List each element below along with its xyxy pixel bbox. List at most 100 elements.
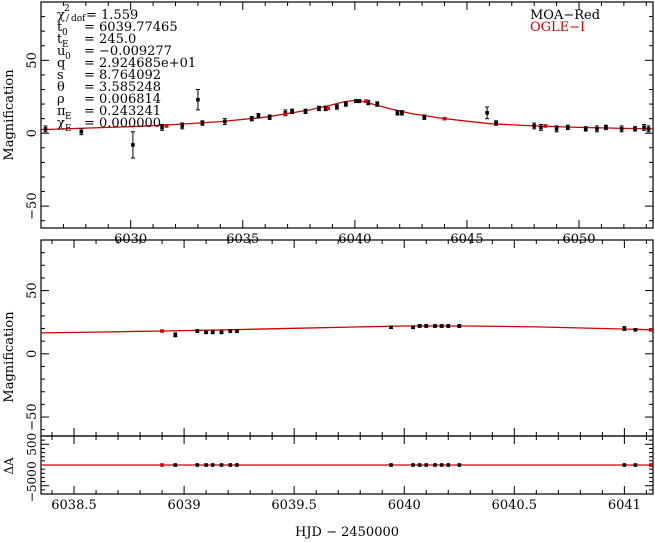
x-tick-label: 6040.5 — [492, 498, 538, 513]
param-u0: u 0 = −0.009277 — [57, 44, 172, 62]
marker — [375, 102, 380, 106]
moa-point — [411, 325, 416, 330]
moa-point — [646, 125, 651, 133]
marker — [228, 329, 233, 333]
moa-point — [439, 324, 444, 328]
moa-point — [228, 329, 233, 333]
param-theta-value: = 3.585248 — [84, 80, 161, 95]
moa-point — [619, 125, 624, 133]
moa-point — [594, 125, 599, 133]
param-rho: ρ = 0.006814 — [57, 92, 161, 107]
moa-point — [433, 324, 438, 328]
moa-point — [417, 324, 422, 328]
moa-point — [249, 115, 254, 122]
marker — [543, 124, 548, 128]
marker — [633, 463, 638, 467]
moa-point — [316, 105, 321, 112]
param-chi2-value: = 1.559 — [86, 8, 138, 23]
ogle-point — [164, 124, 169, 128]
moa-point — [343, 101, 348, 107]
marker — [485, 111, 489, 115]
svg-text:u: u — [57, 44, 65, 59]
marker — [422, 115, 427, 119]
marker — [335, 105, 339, 109]
moa-point — [411, 463, 415, 467]
moa-point — [195, 329, 200, 333]
marker — [195, 329, 200, 333]
top-panel-ylabel: Magnification — [2, 69, 17, 161]
residual-panel-ticks — [41, 435, 653, 495]
zoom-panel-points — [160, 324, 653, 338]
moa-point — [195, 463, 200, 467]
moa-point — [375, 101, 380, 107]
marker — [417, 324, 422, 328]
svg-text:χ: χ — [57, 116, 65, 131]
marker — [131, 143, 135, 147]
svg-text:0: 0 — [62, 28, 68, 38]
marker — [433, 324, 437, 328]
marker — [442, 116, 447, 121]
residual-panel-points — [160, 463, 653, 467]
moa-point — [173, 332, 178, 338]
svg-text:0: 0 — [65, 52, 71, 62]
svg-text:s: s — [57, 68, 64, 83]
marker — [235, 463, 239, 467]
fit-parameters: χ 2 / dof = 1.559 t 0 = 6039.77465 t E =… — [57, 4, 196, 134]
marker — [196, 97, 200, 102]
legend: MOA−Red OGLE−I — [530, 8, 600, 35]
svg-text:E: E — [65, 124, 72, 134]
moa-point — [323, 105, 328, 112]
param-piE-value: = 0.243241 — [84, 104, 161, 119]
moa-point — [180, 122, 185, 130]
x-tick-label: 6039 — [168, 498, 201, 513]
marker — [604, 125, 608, 130]
y-tick-label: −50 — [25, 403, 40, 430]
marker — [219, 463, 224, 467]
y-tick-label: 50 — [25, 282, 40, 299]
marker — [411, 463, 415, 467]
top-panel-ytick-labels: −50 0 50 — [25, 52, 40, 220]
svg-text:θ: θ — [57, 80, 65, 95]
zoom-panel-ytick-labels: −50 0 50 — [25, 282, 40, 430]
marker — [160, 329, 164, 333]
x-tick-label: 6041 — [608, 498, 641, 513]
moa-point — [424, 324, 429, 328]
svg-text:E: E — [65, 112, 72, 122]
svg-text:2: 2 — [64, 4, 70, 14]
marker — [595, 127, 599, 131]
moa-point — [200, 120, 205, 126]
svg-text:π: π — [57, 104, 66, 119]
moa-point — [79, 128, 84, 136]
marker — [424, 463, 429, 467]
marker — [160, 125, 164, 130]
moa-point — [399, 110, 404, 116]
ogle-point — [364, 99, 369, 103]
moa-point — [633, 463, 638, 467]
moa-point — [622, 326, 627, 331]
param-s: s = 8.764092 — [57, 68, 161, 83]
svg-text:t: t — [57, 20, 63, 35]
param-q-value: = 2.924685e+01 — [84, 56, 196, 71]
zoom-panel-frame — [40, 239, 654, 437]
model-curve — [40, 325, 654, 334]
marker — [457, 463, 462, 467]
param-u0-value: = −0.009277 — [84, 44, 172, 59]
marker — [164, 124, 169, 128]
marker — [173, 463, 178, 467]
moa-point — [457, 463, 462, 467]
y-tick-label: −50 — [25, 192, 40, 219]
y-tick-label: 0 — [25, 129, 40, 137]
residual-panel-ytick-labels: −5000 500 — [25, 433, 39, 502]
marker — [648, 327, 653, 332]
top-panel-ticks — [40, 1, 653, 228]
zoom-panel-ticks — [41, 239, 653, 436]
zoom-panel-ylabel: Magnification — [2, 311, 17, 403]
moa-point — [583, 126, 588, 132]
marker — [317, 106, 321, 111]
marker — [417, 463, 422, 467]
svg-text:χ: χ — [57, 8, 65, 23]
moa-point — [43, 125, 48, 133]
moa-point — [267, 114, 272, 120]
moa-point — [633, 327, 638, 332]
param-chi2: χ 2 / dof = 1.559 — [57, 4, 138, 24]
